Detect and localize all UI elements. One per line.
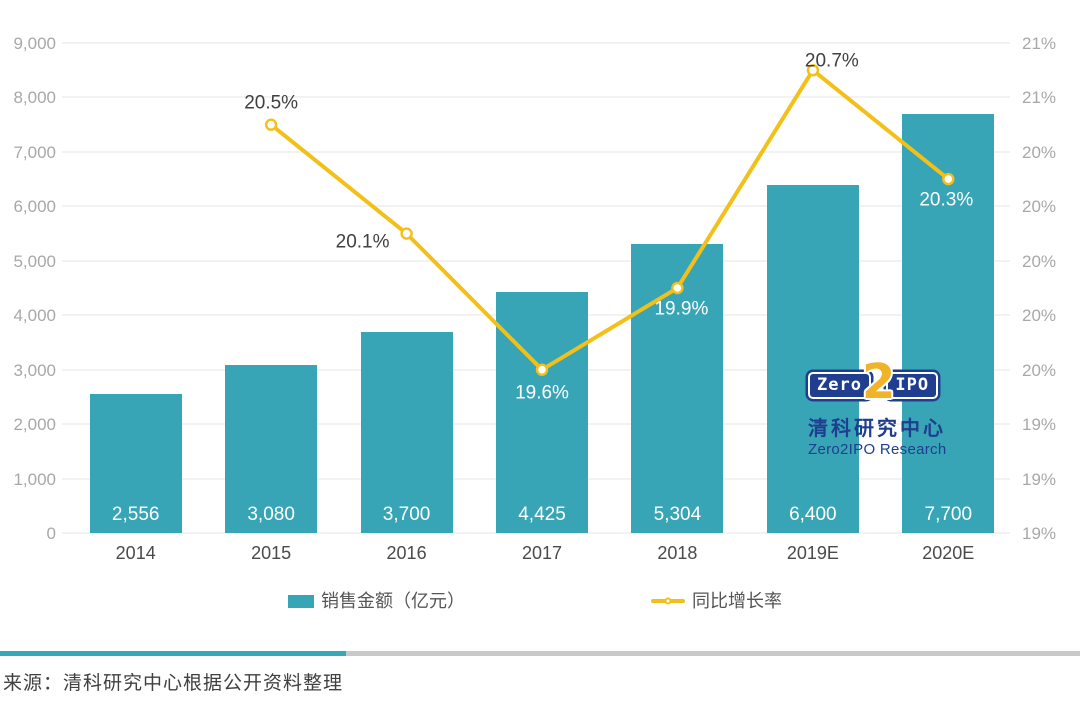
legend-item-growth: 同比增长率 [651,591,782,611]
y-axis-right-tick: 19% [1022,469,1057,489]
x-axis-label-2017: 2017 [521,543,563,563]
y-axis-left-tick: 7,000 [13,142,56,162]
y-axis-right-tick: 19% [1022,415,1057,435]
legend-item-sales: 销售金额（亿元） [288,591,465,611]
y-axis-right-tick: 20% [1022,360,1057,380]
bar-value-label-2017: 4,425 [518,504,566,525]
y-axis-right-tick: 20% [1022,306,1057,326]
x-axis-label-2020E: 2020E [922,543,975,563]
line-point-label: 20.3% [919,189,974,211]
gridline [62,532,1010,534]
y-axis-right-tick: 19% [1022,524,1057,543]
y-axis-left-tick: 3,000 [13,360,56,380]
y-axis-left-tick: 9,000 [13,34,56,53]
bar-2016 [360,331,453,533]
bar-2015 [225,365,318,533]
x-axis-label-2018: 2018 [657,543,698,563]
logo-ipo-box: IPO [886,372,939,400]
gridline [62,205,1010,208]
logo-zero-box: Zero [808,372,871,400]
gridline [62,42,1010,44]
bar-value-label-2014: 2,556 [111,504,160,525]
gridline [62,259,1010,262]
line-point-label: 19.9% [654,298,709,320]
y-axis-left-tick: 4,000 [13,306,56,326]
x-axis-label-2014: 2014 [115,543,156,563]
bar-2019E [766,184,859,533]
bar-value-label-2015: 3,080 [247,504,295,525]
gridline [62,150,1010,153]
x-axis-label-2015: 2015 [251,543,292,563]
logo-chinese-name: 清科研究中心 [808,418,946,441]
bar-value-label-2019E: 6,400 [789,504,837,525]
legend-label-growth: 同比增长率 [692,591,782,611]
source-text: 来源：清科研究中心根据公开资料整理 [3,673,344,694]
y-axis-right-tick: 20% [1022,197,1057,217]
line-point-label: 20.7% [804,50,859,72]
divider-gray-segment [346,651,1080,656]
gridline [62,96,1010,99]
zero2ipo-logo: Zero 2 IPO 清科研究中心 Zero2IPO Research [808,354,947,459]
logo-two-numeral: 2 [861,354,896,410]
bar-value-label-2018: 5,304 [653,504,702,525]
x-axis-label-2019E: 2019E [786,543,839,563]
y-axis-left-tick: 5,000 [13,251,56,271]
logo-wordmark: Zero 2 IPO [808,354,947,410]
bar-value-label-2016: 3,700 [382,504,431,525]
y-axis-right-tick: 21% [1022,88,1057,108]
legend-label-sales: 销售金额（亿元） [321,591,465,611]
y-axis-left-tick: 0 [46,524,56,543]
y-axis-left-tick: 8,000 [13,88,56,108]
logo-english-name: Zero2IPO Research [808,441,947,459]
bar-2014 [89,393,182,533]
bar-value-label-2020E: 7,700 [924,504,973,525]
bar-series-swatch-icon [288,594,314,608]
line-point-label: 19.6% [515,382,569,404]
line-point-label: 20.5% [244,92,299,114]
y-axis-right-tick: 21% [1022,34,1057,53]
divider-teal-segment [0,651,346,656]
y-axis-left-tick: 1,000 [13,469,56,489]
x-axis-label-2016: 2016 [386,543,427,563]
y-axis-left-tick: 6,000 [13,197,56,217]
bar-2017 [496,292,588,533]
line-marker-dot-icon [664,597,672,605]
y-axis-right-tick: 20% [1022,251,1057,271]
y-axis-left-tick: 2,000 [13,415,56,435]
line-series-marker-icon [651,597,685,605]
y-axis-right-tick: 20% [1022,142,1057,162]
line-point-label: 20.1% [335,231,390,253]
